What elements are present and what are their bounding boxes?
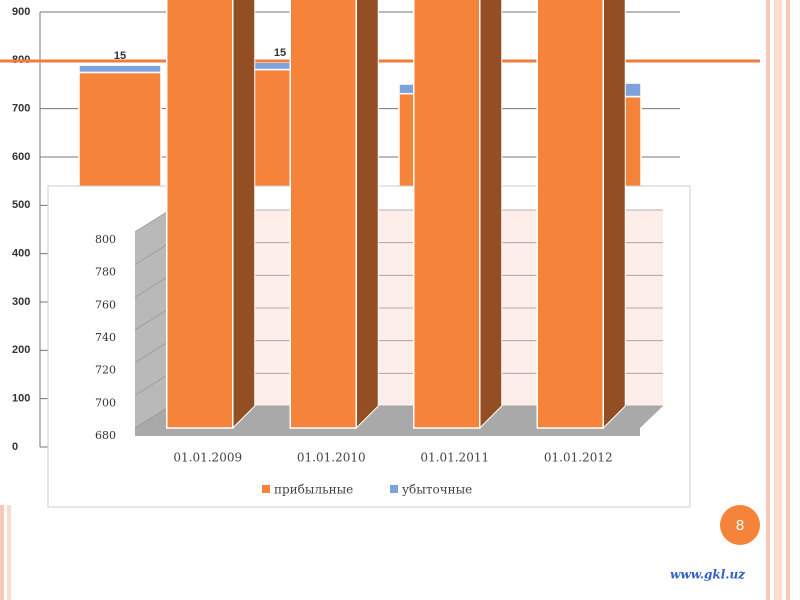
bar-front (289, 0, 357, 429)
page-badge (720, 505, 760, 545)
y-tick-label: 800 (95, 233, 116, 246)
y-tick-label: 600 (12, 151, 30, 163)
y-tick-label: 100 (12, 393, 30, 405)
y-tick-label: 400 (12, 248, 30, 260)
y-tick-label: 300 (12, 296, 30, 308)
foreground-chart: 68070072074076078080001.01.20097272801.0… (95, 0, 663, 497)
x-tick-label: 01.01.2010 (297, 451, 366, 465)
y-tick-label: 700 (95, 396, 116, 409)
x-tick-label: 01.01.2012 (544, 451, 613, 465)
border-stripe (0, 505, 4, 600)
border-stripe (774, 0, 782, 600)
y-tick-label: 760 (95, 298, 116, 311)
y-tick-label: 500 (12, 199, 30, 211)
border-stripe (786, 0, 790, 600)
border-stripe (7, 505, 11, 600)
bar-front (536, 0, 604, 429)
y-tick-label: 200 (12, 344, 30, 356)
x-tick-label: 01.01.2009 (173, 451, 242, 465)
footer-url: www.gkl.uz (670, 568, 746, 582)
page-number: 8 (736, 517, 744, 534)
bar-side (602, 0, 626, 430)
legend-label: убыточные (402, 483, 472, 497)
x-tick-label: 01.01.2011 (420, 451, 489, 465)
legend-swatch (390, 485, 398, 493)
y-tick-label: 700 (12, 103, 30, 115)
bar-side (232, 0, 256, 430)
y-tick-label: 780 (95, 266, 116, 279)
y-tick-label: 0 (12, 441, 18, 453)
legend-label: прибыльные (274, 483, 353, 497)
data-label: 15 (114, 50, 126, 62)
bar-segment (78, 64, 162, 74)
y-tick-label: 720 (95, 364, 116, 377)
bar-side (355, 0, 379, 430)
y-tick-label: 740 (95, 331, 116, 344)
bar-front (166, 0, 234, 429)
data-label: 15 (274, 47, 286, 59)
border-stripe (766, 0, 770, 600)
floor (135, 406, 663, 436)
legend-swatch (262, 485, 270, 493)
bar-front (413, 0, 481, 429)
y-tick-label: 900 (12, 6, 30, 18)
bar-side (479, 0, 503, 430)
y-tick-label: 680 (95, 429, 116, 442)
